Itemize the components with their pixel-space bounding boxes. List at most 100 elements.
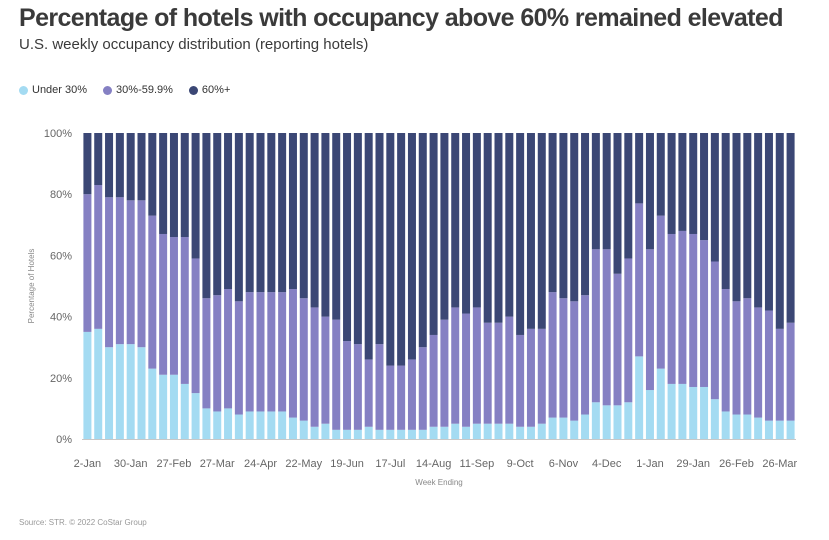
bar-30-60	[321, 316, 330, 424]
bar-60-plus	[602, 133, 611, 250]
bar-60-plus	[775, 133, 784, 329]
bar-60-plus	[700, 133, 709, 241]
bar-under-30	[159, 374, 168, 439]
bar-30-60	[786, 322, 795, 421]
x-tick-label: 9-Oct	[507, 458, 534, 470]
bar-60-plus	[256, 133, 265, 293]
bar-60-plus	[548, 133, 557, 293]
bar-under-30	[689, 386, 698, 439]
bar-30-60	[343, 341, 352, 430]
bar-under-30	[581, 414, 590, 439]
bar-60-plus	[537, 133, 546, 329]
bar-30-60	[656, 215, 665, 369]
bar-under-30	[321, 423, 330, 439]
bar-under-30	[451, 423, 460, 439]
x-tick-label: 1-Jan	[636, 458, 664, 470]
bar-under-30	[440, 426, 449, 439]
bar-30-60	[462, 313, 471, 427]
bar-60-plus	[505, 133, 514, 317]
bar-under-30	[213, 411, 222, 439]
bar-60-plus	[343, 133, 352, 342]
bar-under-30	[397, 429, 406, 439]
bar-30-60	[126, 200, 135, 345]
bar-under-30	[353, 429, 362, 439]
bar-30-60	[581, 295, 590, 415]
bar-30-60	[537, 328, 546, 424]
bar-30-60	[137, 200, 146, 348]
bar-60-plus	[656, 133, 665, 216]
bar-60-plus	[137, 133, 146, 201]
bar-60-plus	[386, 133, 395, 366]
bar-under-30	[234, 414, 243, 439]
bar-under-30	[364, 426, 373, 439]
bar-60-plus	[245, 133, 254, 293]
bar-under-30	[245, 411, 254, 439]
bar-30-60	[559, 298, 568, 418]
bar-30-60	[224, 289, 233, 409]
bar-60-plus	[83, 133, 92, 195]
bar-under-30	[516, 426, 525, 439]
bar-60-plus	[278, 133, 287, 293]
chart-title: Percentage of hotels with occupancy abov…	[19, 4, 783, 32]
bar-under-30	[678, 383, 687, 439]
bar-60-plus	[169, 133, 178, 238]
bar-under-30	[332, 429, 341, 439]
bar-under-30	[126, 344, 135, 439]
bar-60-plus	[126, 133, 135, 201]
chart-legend: Under 30% 30%-59.9% 60%+	[19, 84, 230, 96]
bar-under-30	[94, 328, 103, 439]
bar-60-plus	[451, 133, 460, 308]
bar-60-plus	[483, 133, 492, 323]
x-tick-label: 27-Feb	[157, 458, 192, 470]
bar-60-plus	[429, 133, 438, 335]
bar-30-60	[397, 365, 406, 430]
bar-under-30	[732, 414, 741, 439]
bar-under-30	[786, 420, 795, 439]
bar-30-60	[234, 301, 243, 415]
bar-under-30	[559, 417, 568, 439]
bar-60-plus	[180, 133, 189, 238]
bar-30-60	[386, 365, 395, 430]
bar-under-30	[700, 386, 709, 439]
bar-60-plus	[624, 133, 633, 259]
bar-30-60	[148, 215, 157, 369]
bar-under-30	[548, 417, 557, 439]
bar-60-plus	[191, 133, 200, 259]
bar-30-60	[451, 307, 460, 424]
bar-60-plus	[440, 133, 449, 320]
chart-subtitle: U.S. weekly occupancy distribution (repo…	[19, 36, 369, 53]
x-tick-label: 30-Jan	[114, 458, 148, 470]
bar-30-60	[375, 344, 384, 430]
bar-60-plus	[94, 133, 103, 186]
bar-under-30	[429, 426, 438, 439]
bar-under-30	[115, 344, 124, 439]
bar-30-60	[775, 328, 784, 421]
x-tick-label: 14-Aug	[416, 458, 451, 470]
bar-under-30	[105, 347, 114, 439]
bar-60-plus	[364, 133, 373, 360]
x-tick-label: 24-Apr	[244, 458, 277, 470]
bar-30-60	[667, 233, 676, 384]
y-tick-label: 60%	[50, 250, 72, 262]
bar-under-30	[721, 411, 730, 439]
bar-60-plus	[462, 133, 471, 314]
bar-30-60	[213, 295, 222, 412]
bar-60-plus	[353, 133, 362, 345]
bar-60-plus	[267, 133, 276, 293]
x-tick-label: 2-Jan	[74, 458, 102, 470]
bar-under-30	[169, 374, 178, 439]
bar-30-60	[159, 233, 168, 375]
bar-30-60	[516, 334, 525, 427]
bar-30-60	[245, 292, 254, 412]
bar-30-60	[721, 289, 730, 412]
bar-under-30	[591, 402, 600, 439]
bar-60-plus	[689, 133, 698, 234]
bar-30-60	[754, 307, 763, 418]
bar-under-30	[278, 411, 287, 439]
bar-30-60	[418, 347, 427, 430]
bar-under-30	[224, 408, 233, 439]
x-tick-label: 19-Jun	[330, 458, 364, 470]
legend-label-under-30: Under 30%	[32, 84, 88, 96]
bar-under-30	[743, 414, 752, 439]
